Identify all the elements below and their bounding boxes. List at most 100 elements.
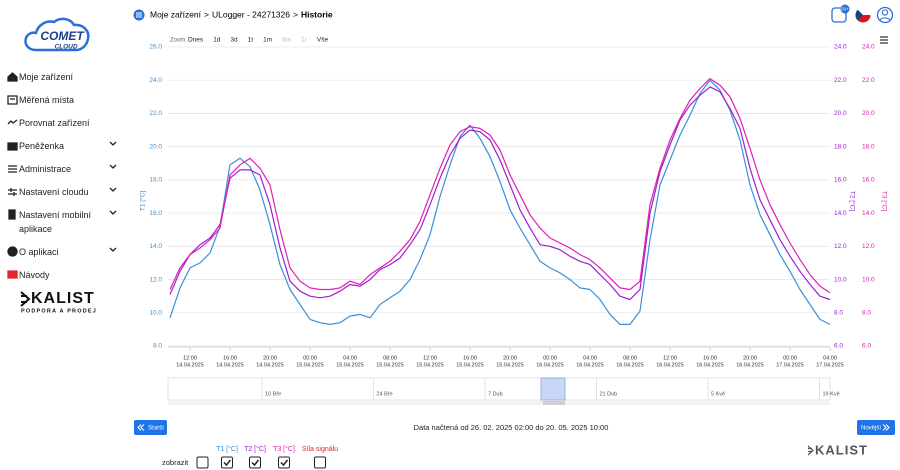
y-tick-label: 8.0 [153, 343, 162, 350]
y-tick-label: 8.0 [834, 309, 843, 316]
menu-label: Administrace [19, 164, 72, 174]
menu-label: O aplikaci [19, 247, 59, 257]
navigator-label: 21 Dub [600, 391, 618, 397]
menu-item[interactable]: Nastavení cloudu [0, 181, 125, 204]
older-button[interactable] [134, 420, 167, 435]
toggle-checkbox[interactable] [249, 456, 261, 469]
user-head [881, 9, 889, 16]
zoom-button: 1r [301, 37, 308, 44]
y-tick-label: 20.0 [862, 110, 875, 117]
menu-item[interactable]: Peněženka [0, 135, 125, 158]
menu-label: Porovnat zařízení [19, 118, 90, 128]
menu-item[interactable]: Návody [0, 264, 125, 287]
y-tick-label: 14.0 [834, 210, 847, 217]
menu: Moje zařízení Měřená místa Porovnat zaříze… [0, 66, 125, 287]
x-tick-date: 15.04.2025 [456, 362, 484, 368]
zoom-button[interactable]: Vše [317, 37, 329, 44]
toggle-checkbox[interactable] [221, 456, 233, 469]
logo[interactable]: COMET CLOUD [0, 0, 125, 62]
menu-item[interactable]: Nastavení mobilní aplikace [0, 204, 125, 241]
zoom-button[interactable]: 1m [263, 37, 272, 44]
partner-name: KALIST [31, 290, 95, 307]
menu-item[interactable]: Porovnat zařízení [0, 112, 125, 135]
user-icon[interactable] [876, 6, 894, 24]
toggle-checkbox[interactable] [314, 456, 326, 469]
menu-icon [8, 165, 17, 173]
axis-title: T3 [°C] [880, 191, 888, 211]
toggle-all-checkbox[interactable] [196, 456, 209, 469]
menu-item[interactable]: Měřená místa [0, 89, 125, 112]
zoom-button[interactable]: 1d [213, 37, 221, 44]
y-tick-label: 24.0 [862, 44, 875, 51]
x-tick-date: 15.04.2025 [296, 362, 324, 368]
menu-label: Moje zařízení [19, 72, 74, 82]
chevron [109, 187, 117, 192]
menu-icon-shape [7, 72, 18, 82]
user-body [879, 17, 891, 21]
toggle-checkbox[interactable] [278, 456, 290, 469]
chevron [109, 247, 117, 252]
zoom-button[interactable]: 3d [230, 37, 238, 44]
menu-item[interactable]: Moje zařízení [0, 66, 125, 89]
x-tick-label: 20:00 [743, 355, 757, 361]
footer-logo-mark [807, 445, 814, 456]
menu-icon [7, 72, 18, 82]
y-tick-label: 22.0 [149, 110, 162, 117]
menu-icon-shape [7, 119, 18, 125]
chevron-shape [109, 141, 117, 146]
zoom-label: Zoom [170, 38, 185, 44]
chart-menu[interactable] [880, 36, 888, 44]
navigator[interactable] [167, 377, 831, 401]
navigator-labels: 10 Bře 24 Bře 7 Dub 21 Dub 5 Kvě 19 Kvě [261, 378, 840, 400]
y-tick-label: 10.0 [862, 276, 875, 283]
toggle-label: T2 [°C] [244, 445, 266, 453]
series-line [169, 86, 831, 301]
toggle-label: T3 [°C] [273, 445, 295, 453]
axes: 8.0 10.0 12.0 14.0 16.0 18.0 20.0 22.0 24.0 26.0 T… [139, 44, 889, 350]
scrollbar-handle[interactable] [543, 401, 565, 405]
y-tick-label: 14.0 [149, 243, 162, 250]
menu-icon-shape [7, 142, 18, 151]
logo-brand: COMET [40, 29, 85, 43]
axis-title: T1 [°C] [139, 191, 147, 211]
x-tick-date: 14.04.2025 [256, 362, 284, 368]
menu-icon [7, 119, 18, 125]
language-flag[interactable] [855, 7, 871, 23]
range-text: Data načtená od 26. 02. 2025 02:00 do 20… [414, 423, 609, 432]
menu-icon [7, 270, 18, 279]
y-tick-label: 16.0 [862, 177, 875, 184]
x-tick-date: 16.04.2025 [656, 362, 684, 368]
menu-item[interactable]: O aplikaci [0, 241, 125, 264]
chevron [109, 141, 117, 146]
x-tick-label: 20:00 [503, 355, 517, 361]
older-label: Starší [148, 426, 164, 432]
notification-icon[interactable] [831, 7, 847, 23]
menu-item[interactable]: Administrace [0, 158, 125, 181]
x-tick-label: 20:00 [263, 355, 277, 361]
y-tick-label: 10.0 [834, 276, 847, 283]
x-tick-label: 16:00 [463, 355, 477, 361]
series-line [169, 79, 831, 325]
zoom-button[interactable]: Dnes [188, 37, 204, 44]
navigator-window[interactable] [540, 377, 566, 401]
menu-icon-shape [7, 270, 18, 279]
menu-icon-shape [8, 188, 17, 196]
check-mark [280, 459, 289, 467]
series-line [169, 78, 831, 294]
footer-brand: KALIST [815, 442, 868, 457]
breadcrumb-separator: > [293, 9, 298, 19]
partner-tagline: PODPORA A PRODEJ [21, 308, 97, 314]
newer-button[interactable] [857, 420, 895, 435]
x-tick-label: 00:00 [543, 355, 557, 361]
y-tick-label: 22.0 [862, 77, 875, 84]
menu-label: Nastavení cloudu [19, 187, 89, 197]
scrollbar[interactable] [168, 401, 830, 405]
y-tick-label: 12.0 [149, 276, 162, 283]
zoom-button[interactable]: 1t [248, 37, 254, 44]
menu-icon-shape [7, 246, 18, 257]
x-tick-label: 16:00 [223, 355, 237, 361]
x-tick-label: 16:00 [703, 355, 717, 361]
y-tick-label: 8.0 [862, 309, 871, 316]
grid [168, 46, 830, 348]
